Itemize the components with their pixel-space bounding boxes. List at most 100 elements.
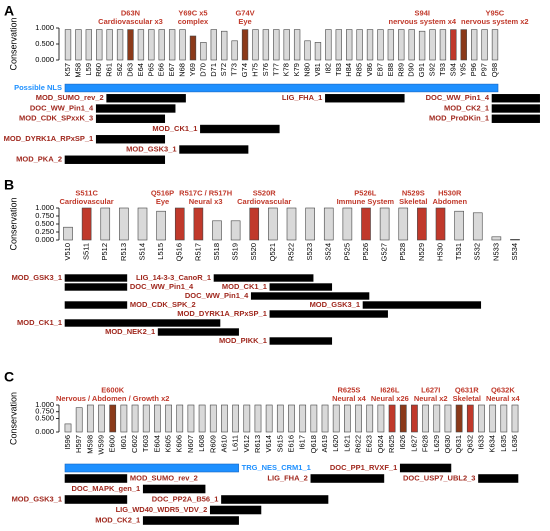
motif-bar <box>64 301 128 309</box>
bar <box>325 29 332 61</box>
annotation-text: Neural x2 <box>414 394 448 403</box>
motif-label: LIG_FHA_2 <box>267 473 307 482</box>
bar <box>212 220 222 241</box>
bar <box>273 29 280 61</box>
residue-label: R89 <box>396 63 405 77</box>
bar <box>179 29 186 61</box>
residue-label: V81 <box>313 63 322 76</box>
residue-label: Q521 <box>268 243 277 261</box>
bar <box>96 29 103 61</box>
residue-label: L636 <box>510 435 519 452</box>
residue-label: K606 <box>175 435 184 453</box>
motif-label: MOD_ProDKin_1 <box>429 114 489 123</box>
motif-label: MOD_CK2_1 <box>444 103 489 112</box>
motif-label: LIG_14-3-3_CanoR_1 <box>136 273 211 282</box>
bar <box>398 29 405 61</box>
bar <box>439 29 447 61</box>
bar <box>254 404 262 433</box>
residue-label: S76 <box>261 63 270 76</box>
residue-label: P525 <box>342 243 351 261</box>
residue-label: L635 <box>499 435 508 452</box>
residue-label: I601 <box>119 435 128 450</box>
y-tick-label: 1.000 <box>35 203 54 212</box>
residue-label: Q516 <box>175 243 184 261</box>
residue-label: N529 <box>417 243 426 261</box>
residue-label: L515 <box>156 243 165 260</box>
residue-label: E88 <box>386 63 395 76</box>
annotation-text: Q631R <box>455 385 479 394</box>
bar <box>231 40 238 61</box>
y-tick-label: 0.000 <box>35 235 54 244</box>
motif-label: TRG_NES_CRM1_1 <box>242 463 311 472</box>
residue-label: I596 <box>63 435 72 450</box>
residue-label: T83 <box>334 63 343 76</box>
bar <box>454 210 464 241</box>
annotation-text: Skeletal <box>453 394 481 403</box>
motif-label: MOD_GSK3_1 <box>12 494 62 503</box>
motif-label: MOD_GSK3_1 <box>310 300 360 309</box>
bar <box>377 29 384 61</box>
residue-label: A610 <box>219 435 228 453</box>
bar <box>137 207 148 241</box>
annotation-text: Cardiovascular <box>237 197 291 206</box>
motif-bar <box>95 114 166 123</box>
bar <box>450 29 457 61</box>
bar <box>332 404 340 433</box>
bar <box>323 207 334 241</box>
motif-label: MOD_CDK_SPK_2 <box>130 300 196 309</box>
residue-label: L611 <box>231 435 240 451</box>
residue-label: S524 <box>324 243 333 261</box>
residue-label: R613 <box>253 435 262 453</box>
bar <box>75 407 83 433</box>
annotation-text: Eye <box>238 17 251 26</box>
motif-bar <box>310 474 385 483</box>
motif-bar <box>179 145 249 154</box>
residue-label: P512 <box>100 243 109 261</box>
residue-label: R60 <box>94 63 103 77</box>
bar <box>148 29 155 61</box>
motif-bar <box>491 104 540 113</box>
residue-label: M598 <box>85 435 94 454</box>
bar <box>344 404 351 433</box>
residue-label: K79 <box>292 63 301 76</box>
bar <box>252 29 259 61</box>
residue-label: H75 <box>250 63 259 77</box>
annotation-text: S94I <box>415 8 430 17</box>
motif-bar <box>64 283 128 291</box>
motif-label: MOD_DYRK1A_RPxSP_1 <box>177 309 267 318</box>
bar <box>321 404 329 433</box>
residue-label: P528 <box>398 243 407 261</box>
residue-label: P97 <box>480 63 489 76</box>
residue-label: C602 <box>130 435 139 453</box>
annotation-text: R517C / R517H <box>179 188 232 197</box>
residue-label: E64 <box>136 63 145 76</box>
annotation-text: complex <box>178 17 209 26</box>
residue-label: E623 <box>365 435 374 453</box>
y-tick-label: 0.500 <box>35 219 54 228</box>
residue-label: V86 <box>365 63 374 76</box>
annotation-text: Eye <box>156 197 169 206</box>
residue-label: S518 <box>212 243 221 261</box>
annotation-text: Neural x3 <box>189 197 223 206</box>
bar <box>221 404 228 433</box>
bar <box>478 404 485 433</box>
bar <box>100 207 111 241</box>
motif-label: DOC_PP1_RVXF_1 <box>330 463 397 472</box>
residue-label: V612 <box>242 435 251 453</box>
bar <box>472 212 483 241</box>
residue-label: P96 <box>469 63 478 76</box>
residue-label: Y95 <box>459 63 468 76</box>
bar <box>299 404 307 433</box>
residue-label: K57 <box>63 63 72 76</box>
residue-label: R522 <box>286 243 295 261</box>
panel-label: A <box>4 3 14 19</box>
residue-label: T603 <box>141 435 150 452</box>
